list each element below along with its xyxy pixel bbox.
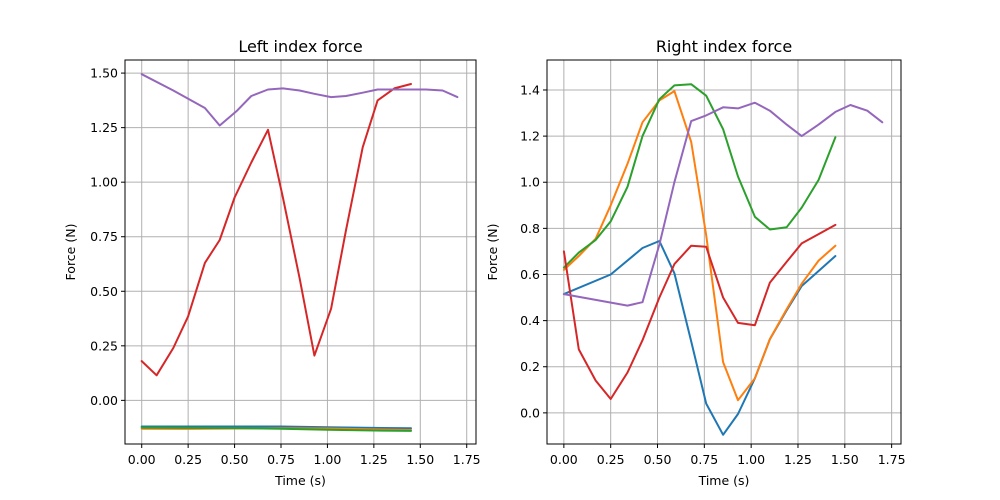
right-x-tick-label: 1.25 — [784, 452, 812, 467]
left-x-tick-label: 0.75 — [267, 452, 295, 467]
right-series-line-2 — [562, 90, 837, 402]
left-y-tick-label: 0.25 — [90, 338, 118, 353]
left-series-line-1 — [140, 425, 412, 430]
left-x-tick-label: 1.50 — [406, 452, 434, 467]
right-ticks: 0.00 0.25 0.50 0.75 1.00 1.25 1.50 1.75 0.0 0.2 0.… — [520, 82, 905, 467]
right-y-tick-label: 0.0 — [520, 405, 540, 420]
right-chart-title: Right index force — [656, 37, 792, 56]
left-axes-frame — [124, 59, 477, 445]
right-axes-frame — [546, 59, 902, 445]
right-x-tick-label: 1.00 — [737, 452, 765, 467]
right-x-tick-label: 0.00 — [550, 452, 578, 467]
left-x-tick-label: 1.25 — [360, 452, 388, 467]
right-y-tick-label: 0.2 — [520, 359, 540, 374]
right-y-tick-label: 0.8 — [520, 221, 540, 236]
right-x-axis-label: Time (s) — [698, 473, 750, 488]
left-y-tick-label: 0.75 — [90, 229, 118, 244]
left-chart-title: Left index force — [238, 37, 362, 56]
right-index-force-panel: 0.00 0.25 0.50 0.75 1.00 1.25 1.50 1.75 0.0 0.2 0.… — [485, 37, 906, 488]
left-ticks: 0.00 0.25 0.50 0.75 1.00 1.25 1.50 1.75 0.00 0.25… — [90, 66, 480, 467]
left-grid — [125, 60, 476, 444]
left-index-force-panel: 0.00 0.25 0.50 0.75 1.00 1.25 1.50 1.75 0.00 0.25… — [63, 37, 481, 488]
right-series-line-3 — [562, 83, 837, 269]
left-x-tick-label: 0.50 — [221, 452, 249, 467]
left-y-tick-label: 0.50 — [90, 284, 118, 299]
left-x-tick-label: 1.00 — [314, 452, 342, 467]
left-y-tick-label: 1.50 — [90, 66, 118, 81]
right-y-tick-label: 1.2 — [520, 129, 540, 144]
right-series — [562, 83, 884, 436]
left-y-tick-label: 1.00 — [90, 175, 118, 190]
right-grid — [547, 60, 901, 444]
right-x-tick-label: 0.75 — [690, 452, 718, 467]
left-series-line-4 — [140, 83, 412, 377]
left-x-axis-label: Time (s) — [274, 473, 326, 488]
left-y-tick-label: 0.00 — [90, 393, 118, 408]
left-y-axis-label: Force (N) — [63, 224, 78, 281]
right-x-tick-label: 1.75 — [878, 452, 906, 467]
right-y-tick-label: 0.6 — [520, 267, 540, 282]
left-series-line-5 — [140, 73, 459, 127]
right-x-tick-label: 1.50 — [831, 452, 859, 467]
left-y-tick-label: 1.25 — [90, 120, 118, 135]
left-x-tick-label: 0.25 — [174, 452, 202, 467]
right-x-tick-label: 0.25 — [597, 452, 625, 467]
right-y-tick-label: 1.4 — [520, 82, 540, 97]
right-series-line-5 — [562, 101, 884, 307]
left-series — [140, 73, 459, 432]
right-x-tick-label: 0.50 — [644, 452, 672, 467]
right-y-tick-label: 1.0 — [520, 175, 540, 190]
right-y-axis-label: Force (N) — [485, 224, 500, 281]
left-x-tick-label: 0.00 — [128, 452, 156, 467]
right-series-line-4 — [562, 223, 837, 400]
left-x-tick-label: 1.75 — [453, 452, 481, 467]
left-series-line-3 — [140, 426, 412, 432]
right-y-tick-label: 0.4 — [520, 313, 540, 328]
